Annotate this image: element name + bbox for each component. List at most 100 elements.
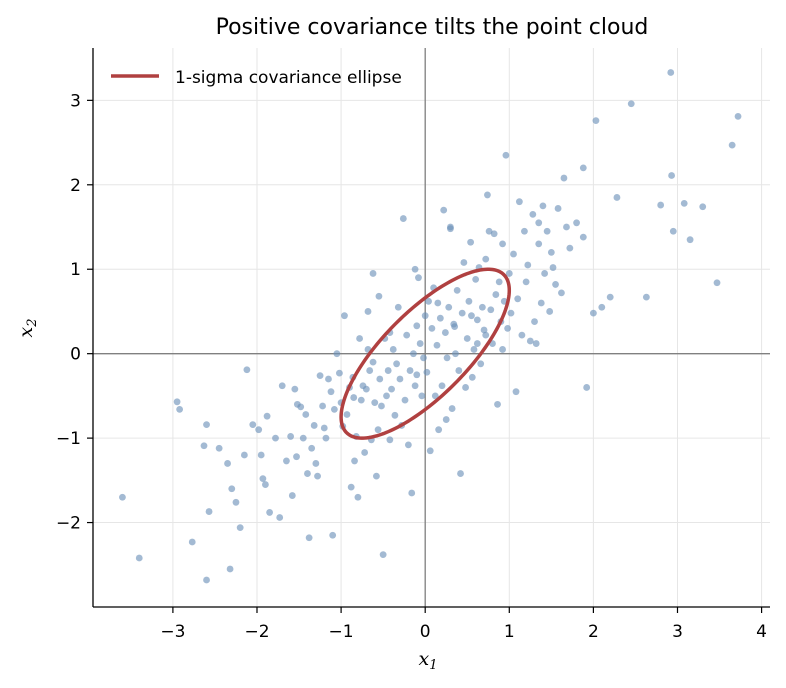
- data-point-111: [440, 206, 448, 214]
- data-point-118: [452, 350, 459, 358]
- data-point-39: [312, 460, 320, 467]
- data-point-91: [406, 367, 414, 374]
- data-point-45: [325, 375, 332, 383]
- data-point-43: [320, 424, 328, 432]
- chart-title: Positive covariance tilts the point clou…: [216, 15, 649, 40]
- data-point-103: [426, 447, 434, 455]
- data-point-165: [537, 299, 545, 307]
- x-axis-label: x1: [419, 648, 438, 673]
- data-point-15: [240, 451, 248, 459]
- data-point-174: [558, 289, 565, 297]
- data-point-38: [308, 444, 316, 452]
- y-axis-label-main: x: [15, 327, 37, 338]
- covariance-ellipse: [339, 267, 512, 440]
- data-point-129: [470, 346, 478, 353]
- data-point-190: [668, 172, 676, 179]
- data-point-58: [351, 457, 358, 465]
- data-point-94: [411, 382, 419, 390]
- data-point-199: [375, 292, 383, 300]
- y-tick-label-1: −1: [56, 429, 81, 449]
- data-point-18: [257, 451, 265, 459]
- data-point-1: [135, 554, 143, 562]
- data-point-24: [272, 434, 279, 442]
- data-point-74: [378, 402, 385, 410]
- data-point-67: [366, 367, 374, 374]
- data-point-12: [228, 485, 236, 493]
- data-point-152: [510, 250, 517, 258]
- data-point-173: [554, 205, 562, 212]
- data-point-185: [613, 194, 621, 201]
- data-point-204: [579, 233, 587, 241]
- data-point-120: [455, 367, 463, 374]
- data-point-23: [266, 509, 274, 516]
- data-point-161: [529, 210, 537, 218]
- data-point-168: [543, 227, 551, 235]
- x-tick-label-1: −2: [244, 622, 269, 642]
- data-point-133: [477, 360, 485, 368]
- data-point-107: [433, 341, 441, 349]
- data-point-198: [369, 270, 377, 277]
- data-point-21: [262, 481, 269, 488]
- data-point-42: [319, 402, 326, 410]
- data-point-79: [386, 436, 394, 444]
- data-point-109: [436, 314, 444, 322]
- data-point-186: [627, 100, 635, 108]
- y-tick-label-2: 0: [70, 345, 81, 365]
- data-point-49: [333, 350, 341, 358]
- data-point-114: [445, 303, 453, 311]
- data-point-211: [350, 394, 358, 401]
- data-point-89: [403, 331, 411, 339]
- data-point-85: [396, 375, 404, 383]
- data-point-75: [379, 551, 387, 559]
- data-point-101: [423, 368, 431, 376]
- data-point-27: [283, 457, 290, 465]
- data-point-81: [389, 346, 397, 353]
- data-point-126: [465, 297, 473, 305]
- data-point-159: [524, 261, 532, 269]
- data-point-82: [391, 411, 399, 419]
- y-tick-label-0: −2: [56, 514, 81, 534]
- data-point-123: [460, 259, 468, 266]
- data-point-83: [393, 360, 400, 368]
- data-point-16: [243, 366, 251, 374]
- data-point-78: [384, 367, 392, 374]
- data-point-160: [526, 337, 534, 345]
- legend-label: 1-sigma covariance ellipse: [175, 68, 402, 88]
- data-point-119: [453, 286, 461, 294]
- data-point-56: [347, 483, 355, 491]
- data-point-127: [467, 238, 475, 246]
- data-point-148: [502, 151, 510, 159]
- data-point-150: [505, 270, 513, 277]
- data-point-3: [176, 406, 184, 413]
- data-point-171: [549, 264, 557, 271]
- data-point-207: [473, 340, 481, 347]
- x-tick-label-2: −1: [329, 622, 354, 642]
- data-point-206: [451, 323, 459, 331]
- data-point-157: [521, 227, 528, 235]
- data-point-153: [512, 388, 520, 396]
- data-point-93: [410, 350, 417, 358]
- data-point-50: [336, 369, 343, 377]
- data-point-151: [507, 309, 515, 317]
- data-point-96: [415, 274, 422, 282]
- data-point-176: [563, 223, 570, 231]
- data-point-167: [541, 270, 549, 277]
- x-axis-label-sub: 1: [429, 658, 437, 673]
- data-point-149: [504, 324, 512, 332]
- data-point-197: [734, 112, 742, 120]
- y-tick-label-4: 2: [70, 176, 81, 196]
- data-point-88: [401, 396, 409, 404]
- data-point-41: [316, 372, 324, 380]
- data-point-215: [364, 308, 372, 315]
- data-point-0: [119, 493, 126, 501]
- data-point-11: [226, 565, 234, 573]
- data-point-177: [566, 244, 574, 252]
- data-point-142: [492, 291, 500, 298]
- x-tick-label-5: 2: [588, 622, 599, 642]
- y-axis-label: x2: [15, 319, 40, 338]
- data-point-213: [468, 312, 475, 320]
- data-point-125: [463, 335, 471, 342]
- data-point-192: [680, 199, 688, 207]
